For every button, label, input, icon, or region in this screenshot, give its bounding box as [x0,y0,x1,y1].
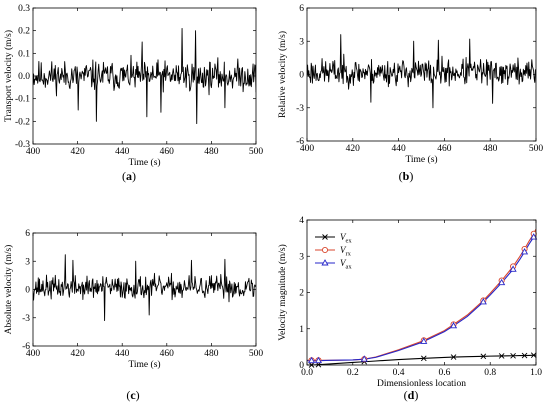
plot-frame-c [32,232,257,347]
x-tick-label: 0.8 [484,368,496,378]
legend-marker [321,259,329,266]
panel-label-a: (a) [122,169,136,183]
y-tick-label: -3 [296,104,304,114]
x-tick-label: 420 [346,144,361,154]
x-tick-label: 400 [300,144,315,154]
y-axis-label: Relative velocity (m/s) [277,31,288,118]
panel-label-d: (d) [404,388,419,402]
y-tick-label: 0.1 [18,49,30,59]
chart-a: 400 420 440 460 480 500 -0.3 -0.2 -0.1 0.0 0.1 0.2 0… [3,4,263,183]
x-tick-label: 420 [70,147,85,157]
x-tick-label: 0.4 [393,368,405,378]
marker-ex-6 [498,353,505,359]
signal-line-b [307,34,536,109]
legend-entry-rx: Vrx [315,245,352,258]
marker-ex-5 [480,353,487,360]
marker-ax-7 [509,265,517,272]
x-tick-label: 0.2 [347,368,359,378]
marker-ex-7 [510,352,516,359]
x-axis-label: Time (s) [128,157,160,168]
x-tick-label: 440 [391,144,406,154]
marker-ex-3 [420,355,427,362]
legend-label: Vrx [340,245,352,258]
marker-ax-1 [314,356,323,364]
y-tick-label: 0.0 [18,72,30,82]
marker-ex-4 [450,354,457,360]
x-tick-label: 440 [115,147,130,157]
y-tick-label: -6 [296,137,304,147]
x-tick-label: 1.0 [530,368,542,378]
x-tick-label: 400 [26,349,41,359]
x-tick-label: 460 [160,147,175,157]
y-tick-label: 1 [299,325,304,335]
y-tick-label: -3 [22,314,30,324]
y-tick-label: 6 [25,229,30,239]
y-tick-label: 6 [299,4,304,14]
x-tick-label: 400 [26,147,41,157]
x-tick-label: 440 [115,349,130,359]
marker-ax-3 [420,337,428,344]
plot-area-a [33,27,256,125]
y-tick-label: -6 [22,342,30,352]
legend-label: Vex [340,232,352,245]
marker-ax-9 [530,233,538,240]
x-tick-label: 500 [529,144,544,154]
marker-ax-5 [479,298,487,305]
x-tick-label: 460 [437,144,452,154]
x-tick-label: 500 [249,349,264,359]
legend-entry-ax: Vax [315,258,352,271]
chart-c: 400 420 440 460 480 500 -6 -3 0 3 6 Time (s) Absolut… [3,229,263,402]
x-tick-label: 460 [160,349,175,359]
y-axis-label: Absolute velocity (m/s) [3,245,14,335]
legend-marker [321,246,329,254]
y-tick-label: 2 [299,289,304,299]
x-axis-label: Time (s) [128,359,160,370]
legend-subscript: ex [346,238,353,245]
signal-line-a [33,27,256,125]
plot-area-b [307,34,536,109]
y-tick-label: 0 [299,71,304,81]
legend-subscript: ax [346,264,353,271]
signal-line-c [33,254,256,322]
y-tick-label: 0 [25,286,30,296]
y-tick-label: -0.3 [15,140,30,150]
y-axis-label: Transport velocity (m/s) [3,30,14,122]
x-axis-label: Time (s) [405,154,437,165]
marker-ax-2 [360,355,368,362]
x-tick-label: 0.6 [438,368,450,378]
marker-ax-0 [308,356,316,364]
chart-b: 400 420 440 460 480 500 -6 -3 0 3 6 Time (s) Relativ… [277,4,543,183]
y-tick-label: -0.1 [15,95,30,105]
y-tick-label: 0.2 [18,27,30,37]
panel-label-c: (c) [126,388,139,402]
marker-ax-8 [520,247,529,255]
marker-ex-9 [530,352,537,359]
legend-entry-ex: Vex [315,232,352,245]
y-tick-label: 3 [25,257,30,267]
legend-label: Vax [340,258,352,271]
x-tick-label: 500 [249,147,264,157]
legend-marker [322,234,328,240]
legend-subscript: rx [346,251,352,258]
marker-ex-8 [521,352,528,359]
panel-label-b: (b) [399,169,414,183]
marker-ax-6 [498,278,506,286]
x-tick-label: 480 [483,144,498,154]
y-tick-label: 3 [299,252,304,262]
y-tick-label: 0.3 [18,4,30,14]
x-axis-label: Dimensionless location [377,379,466,389]
x-tick-label: 420 [70,349,85,359]
marker-ax-4 [449,321,458,329]
x-tick-label: 0.0 [301,368,313,378]
y-tick-label: 0 [299,361,304,371]
y-tick-label: 4 [299,216,304,226]
x-tick-label: 480 [204,349,219,359]
x-tick-label: 480 [204,147,219,157]
y-axis-label: Velocity magnitude (m/s) [277,244,288,341]
y-tick-label: 3 [299,37,304,47]
plot-area-c [33,254,256,322]
y-tick-label: -0.2 [15,117,30,127]
